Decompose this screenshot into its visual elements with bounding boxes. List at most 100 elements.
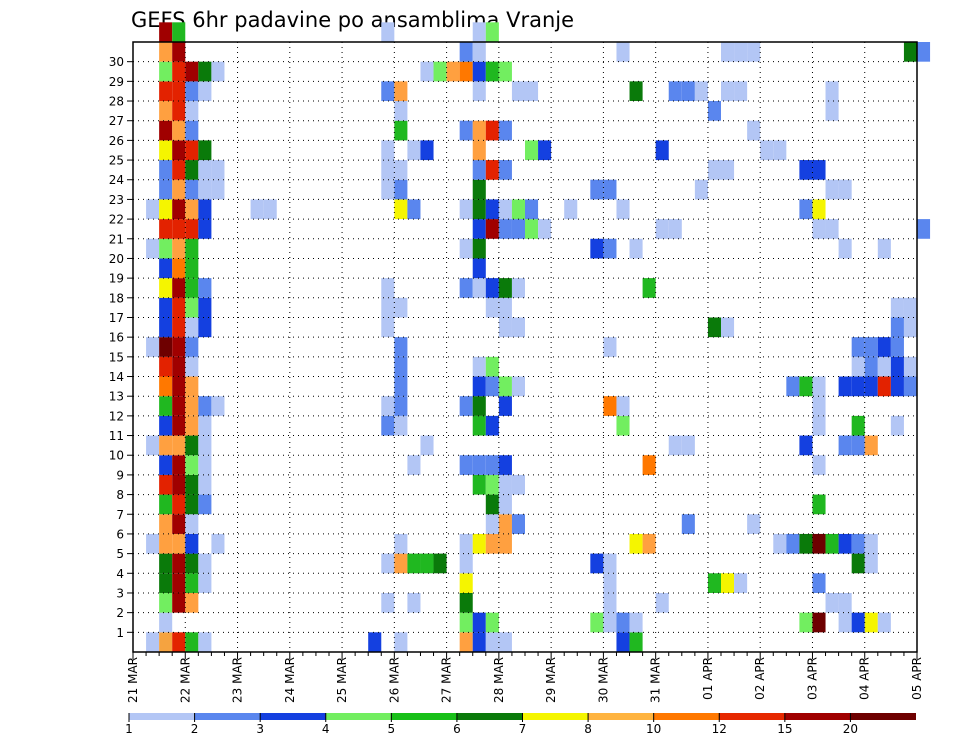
heatmap-cell xyxy=(198,81,212,102)
y-tick-label: 28 xyxy=(109,95,124,109)
heatmap-cell xyxy=(485,297,499,318)
heatmap-cell xyxy=(394,553,408,574)
heatmap-cell xyxy=(760,140,774,161)
heatmap-cell xyxy=(681,514,695,534)
heatmap-cell xyxy=(198,61,212,82)
heatmap-cell xyxy=(159,42,173,62)
heatmap-cell xyxy=(198,199,212,220)
heatmap-cell xyxy=(498,474,512,495)
heatmap-cell xyxy=(159,356,173,377)
heatmap-cell xyxy=(812,415,826,436)
heatmap-cell xyxy=(747,120,761,141)
heatmap-cell xyxy=(655,592,669,613)
heatmap-cell xyxy=(694,179,708,200)
heatmap-cell xyxy=(198,396,212,416)
legend-label: 20 xyxy=(843,722,858,736)
heatmap-cell xyxy=(381,22,395,42)
heatmap-cell xyxy=(603,612,617,633)
x-tick-label: 30 MAR xyxy=(596,657,610,703)
heatmap-cell xyxy=(159,120,173,141)
heatmap-cell xyxy=(498,455,512,475)
heatmap-cell xyxy=(707,573,721,593)
heatmap-cell xyxy=(146,533,160,554)
heatmap-cell xyxy=(825,179,839,200)
heatmap-cell xyxy=(851,376,865,397)
x-tick-label: 25 MAR xyxy=(335,657,349,703)
y-tick-label: 24 xyxy=(109,173,124,187)
y-tick-label: 30 xyxy=(109,55,124,69)
heatmap-cell xyxy=(603,553,617,574)
heatmap-cell xyxy=(590,179,604,200)
legend-label: 12 xyxy=(712,722,727,736)
heatmap-cell xyxy=(185,317,199,338)
heatmap-cell xyxy=(864,435,878,456)
heatmap-cell xyxy=(498,533,512,554)
heatmap-cell xyxy=(172,297,186,318)
heatmap-cell xyxy=(472,258,486,279)
x-tick-label: 22 MAR xyxy=(178,657,192,703)
heatmap-cell xyxy=(172,396,186,416)
heatmap-cell xyxy=(159,474,173,495)
y-tick-label: 26 xyxy=(109,134,124,148)
heatmap-cell xyxy=(159,22,173,42)
y-tick-label: 27 xyxy=(109,114,124,128)
heatmap-cell xyxy=(459,396,473,416)
heatmap-cell xyxy=(381,592,395,613)
heatmap-cell xyxy=(799,376,813,397)
heatmap-cell xyxy=(381,415,395,436)
heatmap-cell xyxy=(472,61,486,82)
heatmap-cell xyxy=(694,81,708,102)
y-tick-label: 23 xyxy=(109,193,124,207)
heatmap-cell xyxy=(525,140,539,161)
legend-swatch xyxy=(522,713,589,720)
heatmap-cell xyxy=(498,317,512,338)
heatmap-cell xyxy=(394,415,408,436)
heatmap-cell xyxy=(172,258,186,279)
heatmap-cell xyxy=(459,632,473,652)
heatmap-cell xyxy=(159,494,173,515)
heatmap-cell xyxy=(838,533,852,554)
heatmap-cell xyxy=(172,61,186,82)
heatmap-cell xyxy=(159,435,173,456)
x-tick-label: 02 APR xyxy=(753,657,767,700)
heatmap-cell xyxy=(198,160,212,180)
heatmap-cell xyxy=(707,101,721,121)
heatmap-cell xyxy=(498,61,512,82)
heatmap-cell xyxy=(472,120,486,141)
heatmap-cell xyxy=(433,61,447,82)
heatmap-cell xyxy=(485,22,499,42)
heatmap-cell xyxy=(773,533,787,554)
heatmap-cell xyxy=(459,61,473,82)
heatmap-cell xyxy=(538,219,552,239)
heatmap-cell xyxy=(825,81,839,102)
heatmap-cell xyxy=(159,415,173,436)
y-tick-label: 4 xyxy=(116,567,124,581)
grid-lines xyxy=(132,42,918,652)
heatmap-cell xyxy=(511,81,525,102)
heatmap-cell xyxy=(498,396,512,416)
y-tick-label: 19 xyxy=(109,272,124,286)
heatmap-cell xyxy=(394,396,408,416)
heatmap-cell xyxy=(472,238,486,259)
heatmap-cell xyxy=(159,573,173,593)
heatmap-cell xyxy=(877,356,891,377)
heatmap-cell xyxy=(812,612,826,633)
heatmap-cell xyxy=(159,81,173,102)
heatmap-cell xyxy=(877,376,891,397)
heatmap-cell xyxy=(485,160,499,180)
heatmap-cell xyxy=(707,160,721,180)
heatmap-cell xyxy=(172,415,186,436)
heatmap-cell xyxy=(159,514,173,534)
heatmap-cell xyxy=(642,278,656,298)
x-tick-label: 23 MAR xyxy=(231,657,245,703)
heatmap-cell xyxy=(864,533,878,554)
heatmap-cell xyxy=(185,81,199,102)
heatmap-cell xyxy=(472,612,486,633)
heatmap-cell xyxy=(485,632,499,652)
heatmap-cell xyxy=(172,632,186,652)
heatmap-cell xyxy=(198,553,212,574)
heatmap-cell xyxy=(799,199,813,220)
heatmap-cell xyxy=(172,376,186,397)
heatmap-cell xyxy=(159,238,173,259)
heatmap-cell xyxy=(159,258,173,279)
